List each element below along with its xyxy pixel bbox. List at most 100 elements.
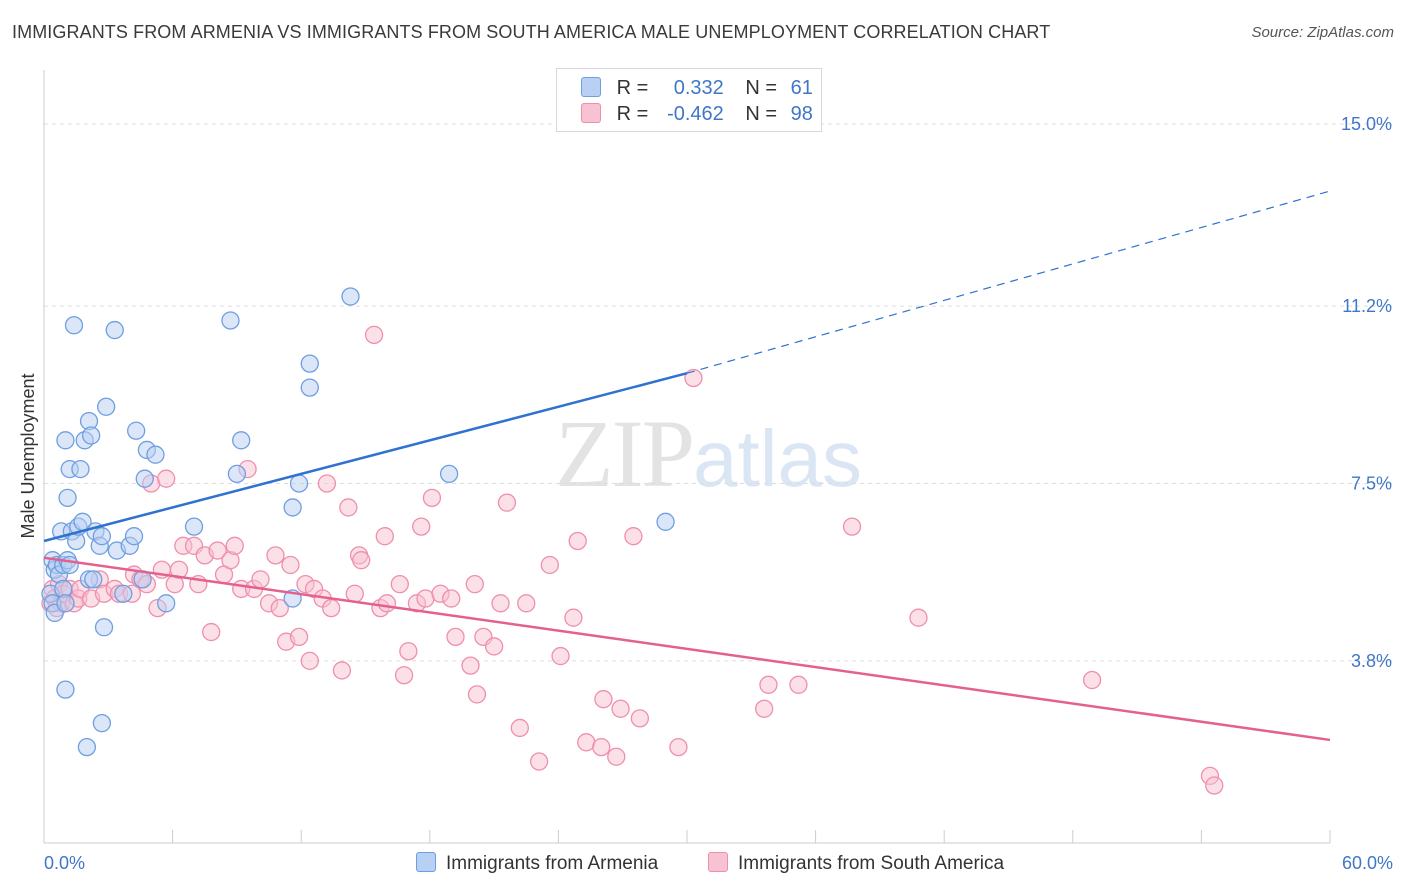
armenia-point-21 bbox=[71, 459, 90, 479]
armenia-point-52 bbox=[289, 474, 309, 493]
armenia-point-31 bbox=[92, 527, 112, 546]
south-america-point-77 bbox=[510, 718, 529, 738]
armenia-point-56 bbox=[439, 464, 459, 484]
armenia-point-18 bbox=[64, 316, 84, 335]
legend-n-value-armenia: 61 bbox=[790, 77, 813, 99]
south-america-point-90 bbox=[630, 709, 649, 728]
armenia-point-24 bbox=[77, 737, 97, 757]
watermark-atlas: atlas bbox=[693, 414, 862, 503]
south-america-point-44 bbox=[289, 627, 309, 647]
south-america-point-69 bbox=[446, 627, 465, 647]
south-america-point-60 bbox=[390, 574, 409, 594]
south-america-point-86 bbox=[594, 690, 613, 709]
south-america-point-52 bbox=[339, 498, 358, 517]
armenia-point-40 bbox=[127, 421, 146, 440]
south-america-point-78 bbox=[517, 594, 536, 613]
legend-n-label: N = bbox=[745, 103, 778, 125]
armenia-point-45 bbox=[157, 594, 176, 613]
south-america-point-93 bbox=[755, 699, 774, 718]
south-america-point-31 bbox=[208, 541, 227, 560]
south-america-point-79 bbox=[529, 752, 549, 771]
south-america-point-89 bbox=[624, 527, 643, 546]
south-america-point-59 bbox=[377, 594, 397, 613]
chart-title: IMMIGRANTS FROM ARMENIA VS IMMIGRANTS FR… bbox=[12, 22, 1051, 42]
south-america-point-91 bbox=[669, 737, 688, 757]
south-america-point-49 bbox=[317, 474, 337, 493]
south-america-point-43 bbox=[281, 555, 300, 575]
south-america-point-23 bbox=[157, 469, 176, 488]
south-america-point-50 bbox=[322, 598, 341, 618]
south-america-point-40 bbox=[266, 546, 285, 565]
armenia-point-37 bbox=[114, 584, 133, 603]
south-america-point-38 bbox=[251, 570, 270, 589]
south-america-point-55 bbox=[352, 551, 371, 570]
points-south-america bbox=[41, 325, 1224, 795]
south-america-point-68 bbox=[442, 589, 461, 608]
watermark: ZIPatlas bbox=[555, 398, 862, 509]
south-america-point-100 bbox=[1205, 776, 1224, 795]
armenia-point-12 bbox=[56, 431, 75, 450]
x-tick-label-0: 0.0% bbox=[44, 853, 85, 873]
south-america-point-74 bbox=[484, 637, 504, 656]
trendline-armenia bbox=[43, 372, 688, 543]
y-tick-label-0: 3.8% bbox=[1351, 651, 1392, 671]
armenia-point-42 bbox=[135, 469, 154, 488]
south-america-point-34 bbox=[225, 536, 244, 555]
legend-box: R = 0.332 N = 61 R = -0.462 N = 98 bbox=[556, 68, 822, 132]
armenia-point-51 bbox=[283, 498, 302, 517]
y-tick-label-3: 15.0% bbox=[1341, 114, 1392, 134]
armenia-point-44 bbox=[146, 445, 165, 464]
source-label: Source: ZipAtlas.com bbox=[1251, 24, 1394, 41]
south-america-point-80 bbox=[540, 555, 559, 575]
trendline-south-america bbox=[43, 556, 1331, 742]
armenia-point-14 bbox=[58, 488, 77, 508]
south-america-point-64 bbox=[412, 517, 431, 536]
armenia-point-47 bbox=[221, 311, 240, 330]
legend-swatch-south-america bbox=[581, 103, 601, 123]
legend-n-value-south-america: 98 bbox=[790, 103, 813, 125]
armenia-point-34 bbox=[97, 397, 116, 416]
south-america-point-30 bbox=[202, 622, 221, 642]
armenia-point-35 bbox=[105, 320, 124, 340]
armenia-point-32 bbox=[92, 714, 112, 733]
armenia-point-46 bbox=[184, 517, 204, 536]
bottom-legend-swatch-armenia bbox=[416, 852, 436, 872]
south-america-point-82 bbox=[564, 608, 583, 627]
armenia-point-53 bbox=[300, 354, 319, 373]
y-tick-label-2: 11.2% bbox=[1342, 296, 1392, 316]
armenia-point-55 bbox=[341, 287, 360, 306]
armenia-point-15 bbox=[60, 555, 79, 575]
armenia-point-57 bbox=[656, 512, 675, 531]
legend-row-armenia: R = 0.332 N = 61 bbox=[581, 77, 813, 103]
south-america-point-71 bbox=[465, 574, 484, 594]
armenia-point-54 bbox=[300, 378, 319, 397]
bottom-legend-south-america: Immigrants from South America bbox=[708, 852, 1004, 875]
south-america-point-56 bbox=[364, 325, 384, 345]
armenia-point-49 bbox=[232, 431, 251, 450]
trend-lines bbox=[43, 190, 1331, 742]
bottom-legend-label-south-america: Immigrants from South America bbox=[738, 853, 1005, 874]
south-america-point-53 bbox=[345, 584, 364, 603]
legend-r-label: R = bbox=[616, 77, 649, 99]
south-america-point-94 bbox=[759, 675, 778, 694]
south-america-point-76 bbox=[497, 493, 517, 512]
south-america-point-85 bbox=[592, 737, 611, 757]
south-america-point-72 bbox=[467, 685, 487, 704]
south-america-point-97 bbox=[909, 608, 928, 627]
armenia-point-33 bbox=[94, 618, 114, 637]
south-america-point-83 bbox=[568, 531, 587, 551]
armenia-point-48 bbox=[227, 464, 247, 484]
armenia-point-28 bbox=[84, 570, 103, 589]
south-america-point-75 bbox=[491, 594, 510, 613]
legend-r-label: R = bbox=[616, 103, 649, 125]
legend-swatch-armenia bbox=[581, 77, 601, 97]
south-america-point-88 bbox=[611, 699, 630, 718]
trendline-armenia-extension bbox=[686, 190, 1331, 374]
south-america-point-95 bbox=[789, 675, 808, 694]
armenia-point-10 bbox=[56, 680, 75, 699]
grid-lines bbox=[44, 123, 1392, 662]
south-america-point-98 bbox=[1082, 670, 1102, 690]
armenia-point-27 bbox=[82, 426, 101, 445]
south-america-point-25 bbox=[169, 560, 189, 579]
